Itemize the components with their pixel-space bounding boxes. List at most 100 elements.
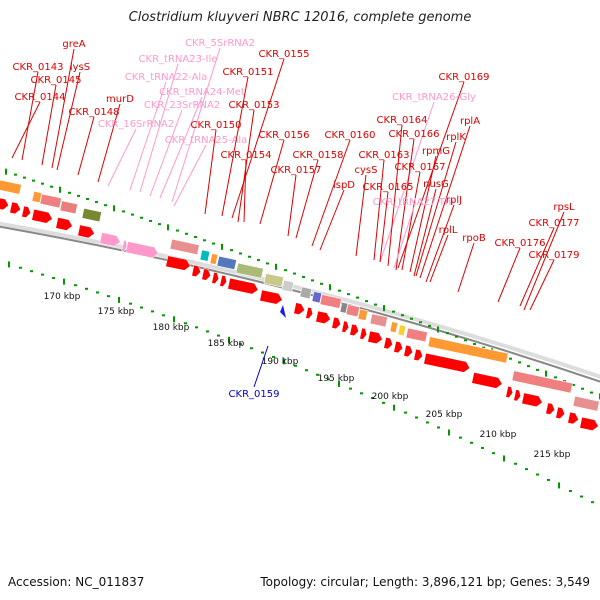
gene-leader-line	[56, 71, 81, 171]
cds-arrow	[125, 241, 159, 259]
tick-dot-upper	[239, 252, 242, 255]
cds-arrow	[471, 372, 503, 389]
gene-label: CKR_0167	[395, 162, 446, 173]
cds-arrow	[293, 302, 305, 315]
feature-block	[319, 294, 342, 309]
tick-dot-scale	[8, 261, 10, 268]
tick-dot-upper	[248, 255, 251, 258]
tick-dot-upper	[473, 342, 476, 345]
cds-arrow	[413, 348, 423, 362]
feature-block	[263, 273, 284, 288]
tick-dot-upper	[455, 335, 458, 338]
gene-label: cysS	[355, 165, 378, 176]
cds-arrow	[393, 340, 403, 354]
gene-leader-line	[395, 138, 415, 271]
tick-dot-scale	[481, 446, 484, 449]
tick-dot-scale	[261, 351, 264, 354]
tick-dot-scale	[129, 302, 132, 305]
gene-label: CKR_5SrRNA2	[185, 38, 255, 49]
tick-dot-scale	[525, 468, 528, 471]
backbone-dark	[0, 225, 600, 383]
cds-arrow	[0, 197, 9, 211]
feature-block	[311, 291, 323, 304]
tick-dot-upper	[320, 282, 323, 285]
tick-dot-upper	[428, 324, 431, 327]
gene-leader-line	[253, 345, 269, 388]
scale-label: 190 kbp	[262, 357, 299, 367]
tick-dot-upper	[104, 204, 107, 207]
tick-dot-upper	[194, 236, 197, 239]
gene-leader-line	[77, 116, 95, 176]
tick-dot-scale	[206, 330, 209, 333]
tick-dot-upper	[203, 239, 206, 242]
tick-dot-upper	[563, 380, 566, 383]
tick-dot-scale	[195, 326, 198, 329]
cds-arrow	[403, 344, 413, 358]
tick-dot-upper	[446, 332, 449, 335]
tick-dot-scale	[503, 455, 505, 462]
tick-dot-upper	[293, 272, 296, 275]
gene-label: nusG	[423, 179, 449, 190]
tick-dot-scale	[63, 278, 65, 285]
tick-dot-upper	[581, 387, 584, 390]
tick-dot-scale	[294, 364, 297, 367]
tick-dot-upper	[464, 339, 467, 342]
scale-label: 170 kbp	[44, 292, 81, 302]
gene-label: CKR_0159	[229, 389, 280, 400]
cds-arrow	[165, 255, 191, 271]
tick-dot-scale	[107, 295, 110, 298]
tick-dot-upper	[329, 284, 331, 291]
gene-label: CKR_tRNA22-Ala	[125, 72, 208, 83]
scale-label: 175 kbp	[98, 307, 135, 317]
gene-label: CKR_0166	[389, 129, 440, 140]
gene-leader-line	[379, 191, 389, 263]
tick-dot-upper	[590, 391, 593, 394]
tick-dot-scale	[349, 387, 352, 390]
tick-dot-upper	[149, 219, 152, 222]
cds-arrow	[505, 385, 513, 399]
gene-leader-line	[355, 174, 367, 257]
tick-dot-scale	[217, 334, 220, 337]
tick-dot-upper	[14, 173, 17, 176]
accession-text: Accession: NC_011837	[8, 575, 145, 589]
tick-dot-upper	[23, 176, 26, 179]
tick-dot-upper	[50, 185, 53, 188]
feature-block	[405, 327, 428, 343]
tick-dot-upper	[5, 168, 7, 175]
tick-dot-scale	[52, 277, 55, 280]
gene-label: CKR_0176	[495, 238, 546, 249]
tick-dot-upper	[518, 361, 521, 364]
tick-dot-upper	[32, 179, 35, 182]
tick-dot-upper	[77, 194, 80, 197]
scale-label: 205 kbp	[426, 410, 463, 420]
scale-label: 195 kbp	[318, 374, 355, 384]
feature-block	[81, 207, 102, 223]
tick-dot-upper	[86, 197, 89, 200]
tick-dot-upper	[131, 213, 134, 216]
cds-arrow	[211, 271, 219, 285]
tick-dot-scale	[569, 489, 572, 492]
tick-dot-scale	[448, 429, 450, 436]
gene-leader-line	[497, 247, 521, 303]
gene-leader-line	[11, 101, 41, 159]
tick-dot-scale	[239, 342, 242, 345]
gene-label: CKR_0177	[529, 218, 580, 229]
gene-leader-line	[231, 58, 285, 219]
feature-block	[345, 304, 361, 318]
tick-dot-upper	[275, 263, 277, 270]
tick-dot-upper	[410, 317, 413, 320]
gene-label: CKR_0151	[223, 67, 274, 78]
gene-label: CKR_0150	[191, 120, 242, 131]
tick-dot-upper	[140, 216, 143, 219]
gene-label: CKR_0164	[377, 115, 428, 126]
tick-dot-scale	[580, 495, 583, 498]
tick-dot-scale	[360, 392, 363, 395]
gene-leader-line	[379, 101, 435, 263]
cds-arrow	[21, 205, 31, 218]
scale-label: 185 kbp	[208, 339, 245, 349]
gene-leader-line	[523, 211, 565, 311]
tick-dot-upper	[59, 186, 61, 193]
tick-dot-scale	[228, 336, 230, 343]
tick-dot-scale	[316, 373, 319, 376]
